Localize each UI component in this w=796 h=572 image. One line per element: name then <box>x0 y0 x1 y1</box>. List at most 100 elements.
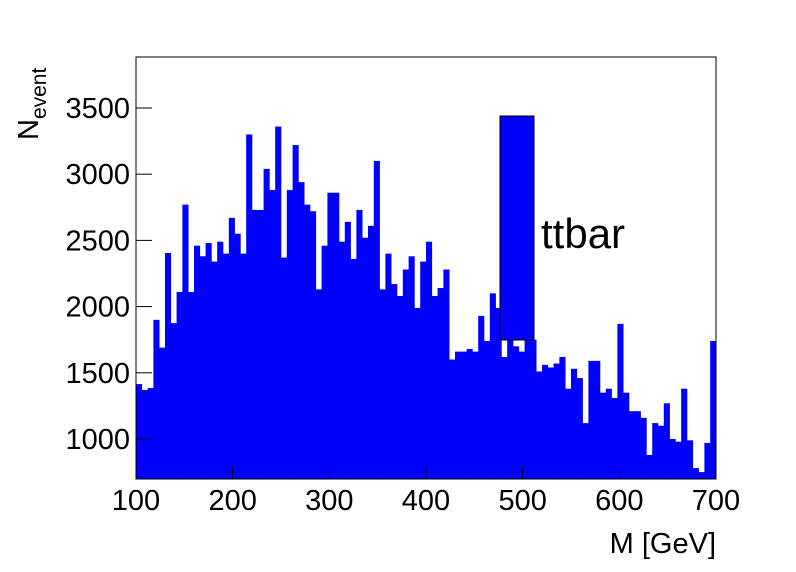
bar <box>640 417 647 479</box>
bar <box>484 341 491 479</box>
bar <box>576 378 583 479</box>
x-tick-label: 600 <box>595 485 643 517</box>
bar <box>368 225 375 479</box>
bar <box>588 360 595 479</box>
bar <box>443 269 450 479</box>
bar <box>257 209 264 479</box>
bar <box>281 257 288 479</box>
bar <box>611 397 618 479</box>
x-tick-label: 500 <box>498 485 546 517</box>
bar <box>669 439 676 479</box>
bar <box>466 348 473 479</box>
bar <box>194 245 201 479</box>
bar <box>652 423 659 479</box>
bar <box>617 323 624 479</box>
bar <box>605 388 612 479</box>
y-tick-label: 2000 <box>65 292 130 324</box>
y-label-main: N <box>13 119 45 140</box>
bar <box>385 253 392 479</box>
bar <box>182 204 189 479</box>
bar <box>165 252 172 479</box>
bar <box>286 190 293 479</box>
bar <box>629 411 636 479</box>
bar <box>559 356 566 479</box>
bar <box>327 192 334 479</box>
bar <box>344 221 351 479</box>
bar <box>501 356 508 479</box>
bar <box>240 253 247 479</box>
bar <box>362 237 369 479</box>
bar <box>704 442 711 479</box>
bar <box>147 388 154 479</box>
bar <box>223 253 230 479</box>
bar <box>205 243 212 479</box>
bar <box>397 296 404 479</box>
bar <box>263 168 270 480</box>
bar <box>391 284 398 479</box>
bar <box>228 217 235 479</box>
bar <box>292 145 299 479</box>
bar <box>136 384 143 479</box>
bar <box>304 204 311 479</box>
bar <box>310 211 317 480</box>
bar <box>681 388 688 479</box>
bar <box>663 403 670 479</box>
bar <box>495 307 502 479</box>
bar <box>565 388 572 479</box>
bar <box>269 190 276 479</box>
bar <box>321 245 328 479</box>
bar <box>356 209 363 479</box>
bar <box>298 182 305 479</box>
bar <box>426 241 433 479</box>
bar <box>547 367 554 479</box>
bar <box>141 390 148 479</box>
bar <box>623 392 630 479</box>
bar <box>692 468 699 479</box>
bar <box>710 341 717 479</box>
bar <box>524 339 531 479</box>
y-tick-label: 3500 <box>65 93 130 125</box>
bar <box>472 351 479 479</box>
bar <box>455 351 462 479</box>
bar <box>217 241 224 479</box>
bar <box>188 292 195 479</box>
bar <box>553 363 560 479</box>
y-tick-label: 2500 <box>65 225 130 257</box>
bar <box>246 134 253 480</box>
plot-area <box>136 126 717 480</box>
bar <box>252 209 259 479</box>
bar <box>315 289 322 479</box>
y-label-sub: event <box>28 68 51 120</box>
bar <box>176 292 183 479</box>
bar <box>199 256 206 479</box>
y-tick-label: 1000 <box>65 424 130 456</box>
bar <box>402 269 409 479</box>
bar <box>379 289 386 479</box>
bar <box>600 392 607 479</box>
bar <box>234 233 241 479</box>
bar <box>373 160 380 479</box>
y-tick-label: 3000 <box>65 159 130 191</box>
bar <box>437 288 444 479</box>
bar <box>507 330 514 479</box>
bar <box>408 256 415 479</box>
bar <box>698 472 705 479</box>
bar <box>211 261 218 479</box>
y-axis-label-group: Nevent <box>13 68 51 140</box>
bar <box>646 454 653 479</box>
bar <box>571 368 578 479</box>
bar <box>536 371 543 479</box>
bar <box>513 346 520 479</box>
bar <box>675 441 682 479</box>
legend-box <box>499 115 535 341</box>
bar <box>420 261 427 479</box>
bar <box>275 126 282 479</box>
x-tick-label: 700 <box>692 485 740 517</box>
bar <box>489 293 496 479</box>
bar <box>530 339 537 479</box>
bar <box>449 359 456 479</box>
y-tick-label: 1500 <box>65 358 130 390</box>
bar <box>658 425 665 479</box>
bar <box>431 296 438 479</box>
